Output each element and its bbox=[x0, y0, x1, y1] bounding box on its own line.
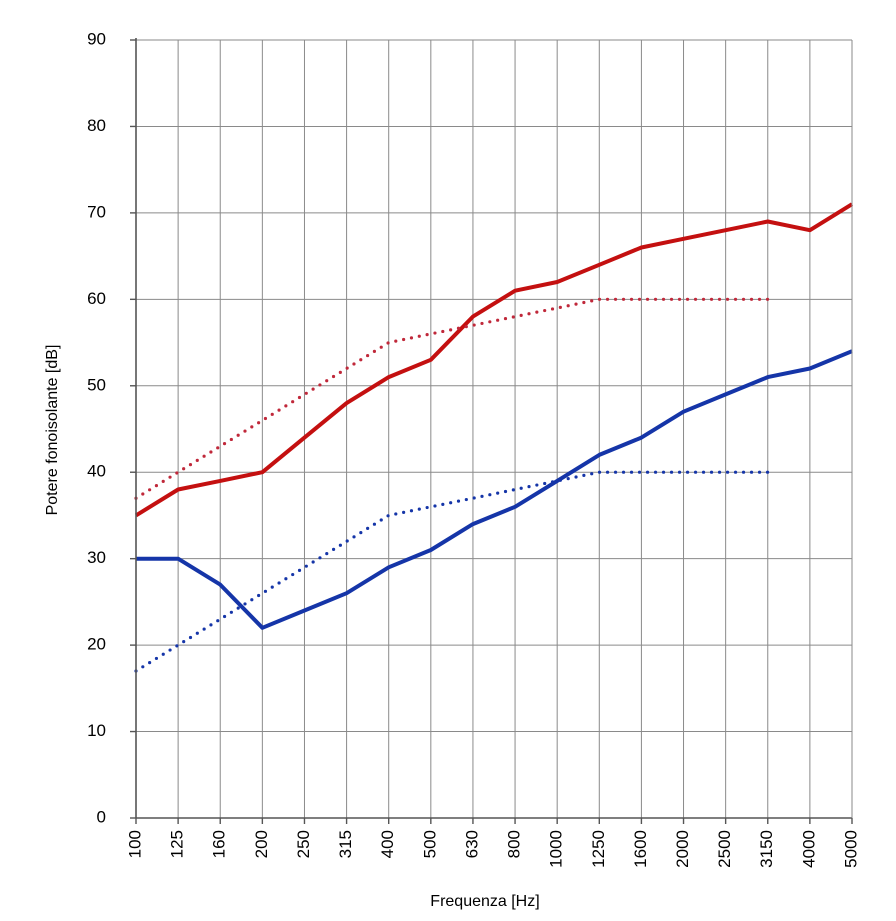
y-tick-label: 70 bbox=[87, 202, 106, 221]
x-tick-label: 315 bbox=[336, 830, 355, 858]
x-tick-label: 160 bbox=[210, 830, 229, 858]
series-layer bbox=[134, 202, 854, 673]
x-tick-label: 1000 bbox=[547, 830, 566, 868]
y-tick-label: 20 bbox=[87, 635, 106, 654]
y-tick-label: 60 bbox=[87, 289, 106, 308]
x-tick-label: 125 bbox=[168, 830, 187, 858]
series-line-4 bbox=[134, 470, 770, 673]
y-axis-title: Potere fonoisolante [dB] bbox=[44, 345, 61, 516]
x-tick-label: 500 bbox=[420, 830, 439, 858]
x-tick-label: 100 bbox=[125, 830, 144, 858]
x-tick-label: 400 bbox=[378, 830, 397, 858]
grid bbox=[135, 39, 853, 819]
y-tick-label: 50 bbox=[87, 375, 106, 394]
x-tick-label: 4000 bbox=[799, 830, 818, 868]
x-tick-label: 1600 bbox=[631, 830, 650, 868]
x-tick-label: 630 bbox=[462, 830, 481, 858]
x-tick-labels: 100 125 160 200 250 315 400 500 630 800 1000 1250 16… bbox=[125, 830, 860, 868]
x-tick-label: 250 bbox=[294, 830, 313, 858]
x-tick-label: 5000 bbox=[841, 830, 860, 868]
x-tick-label: 200 bbox=[252, 830, 271, 858]
x-tick-label: 3150 bbox=[757, 830, 776, 868]
y-tick-labels: 0 10 20 30 40 50 60 70 80 90 bbox=[87, 29, 106, 826]
plot-frame bbox=[130, 38, 853, 824]
x-tick-label: 800 bbox=[505, 830, 524, 858]
x-tick-label: 2000 bbox=[673, 830, 692, 868]
x-axis-title: Frequenza [Hz] bbox=[430, 893, 539, 910]
y-tick-label: 10 bbox=[87, 721, 106, 740]
series-line-3 bbox=[136, 349, 853, 630]
y-tick-label: 40 bbox=[87, 462, 106, 481]
y-tick-label: 90 bbox=[87, 29, 106, 48]
y-tick-label: 80 bbox=[87, 116, 106, 135]
x-tick-label: 1250 bbox=[589, 830, 608, 868]
y-tick-label: 30 bbox=[87, 548, 106, 567]
y-tick-label: 0 bbox=[97, 807, 106, 826]
series-line-2 bbox=[134, 297, 770, 500]
x-tick-label: 2500 bbox=[715, 830, 734, 868]
series-line-1 bbox=[134, 202, 854, 518]
